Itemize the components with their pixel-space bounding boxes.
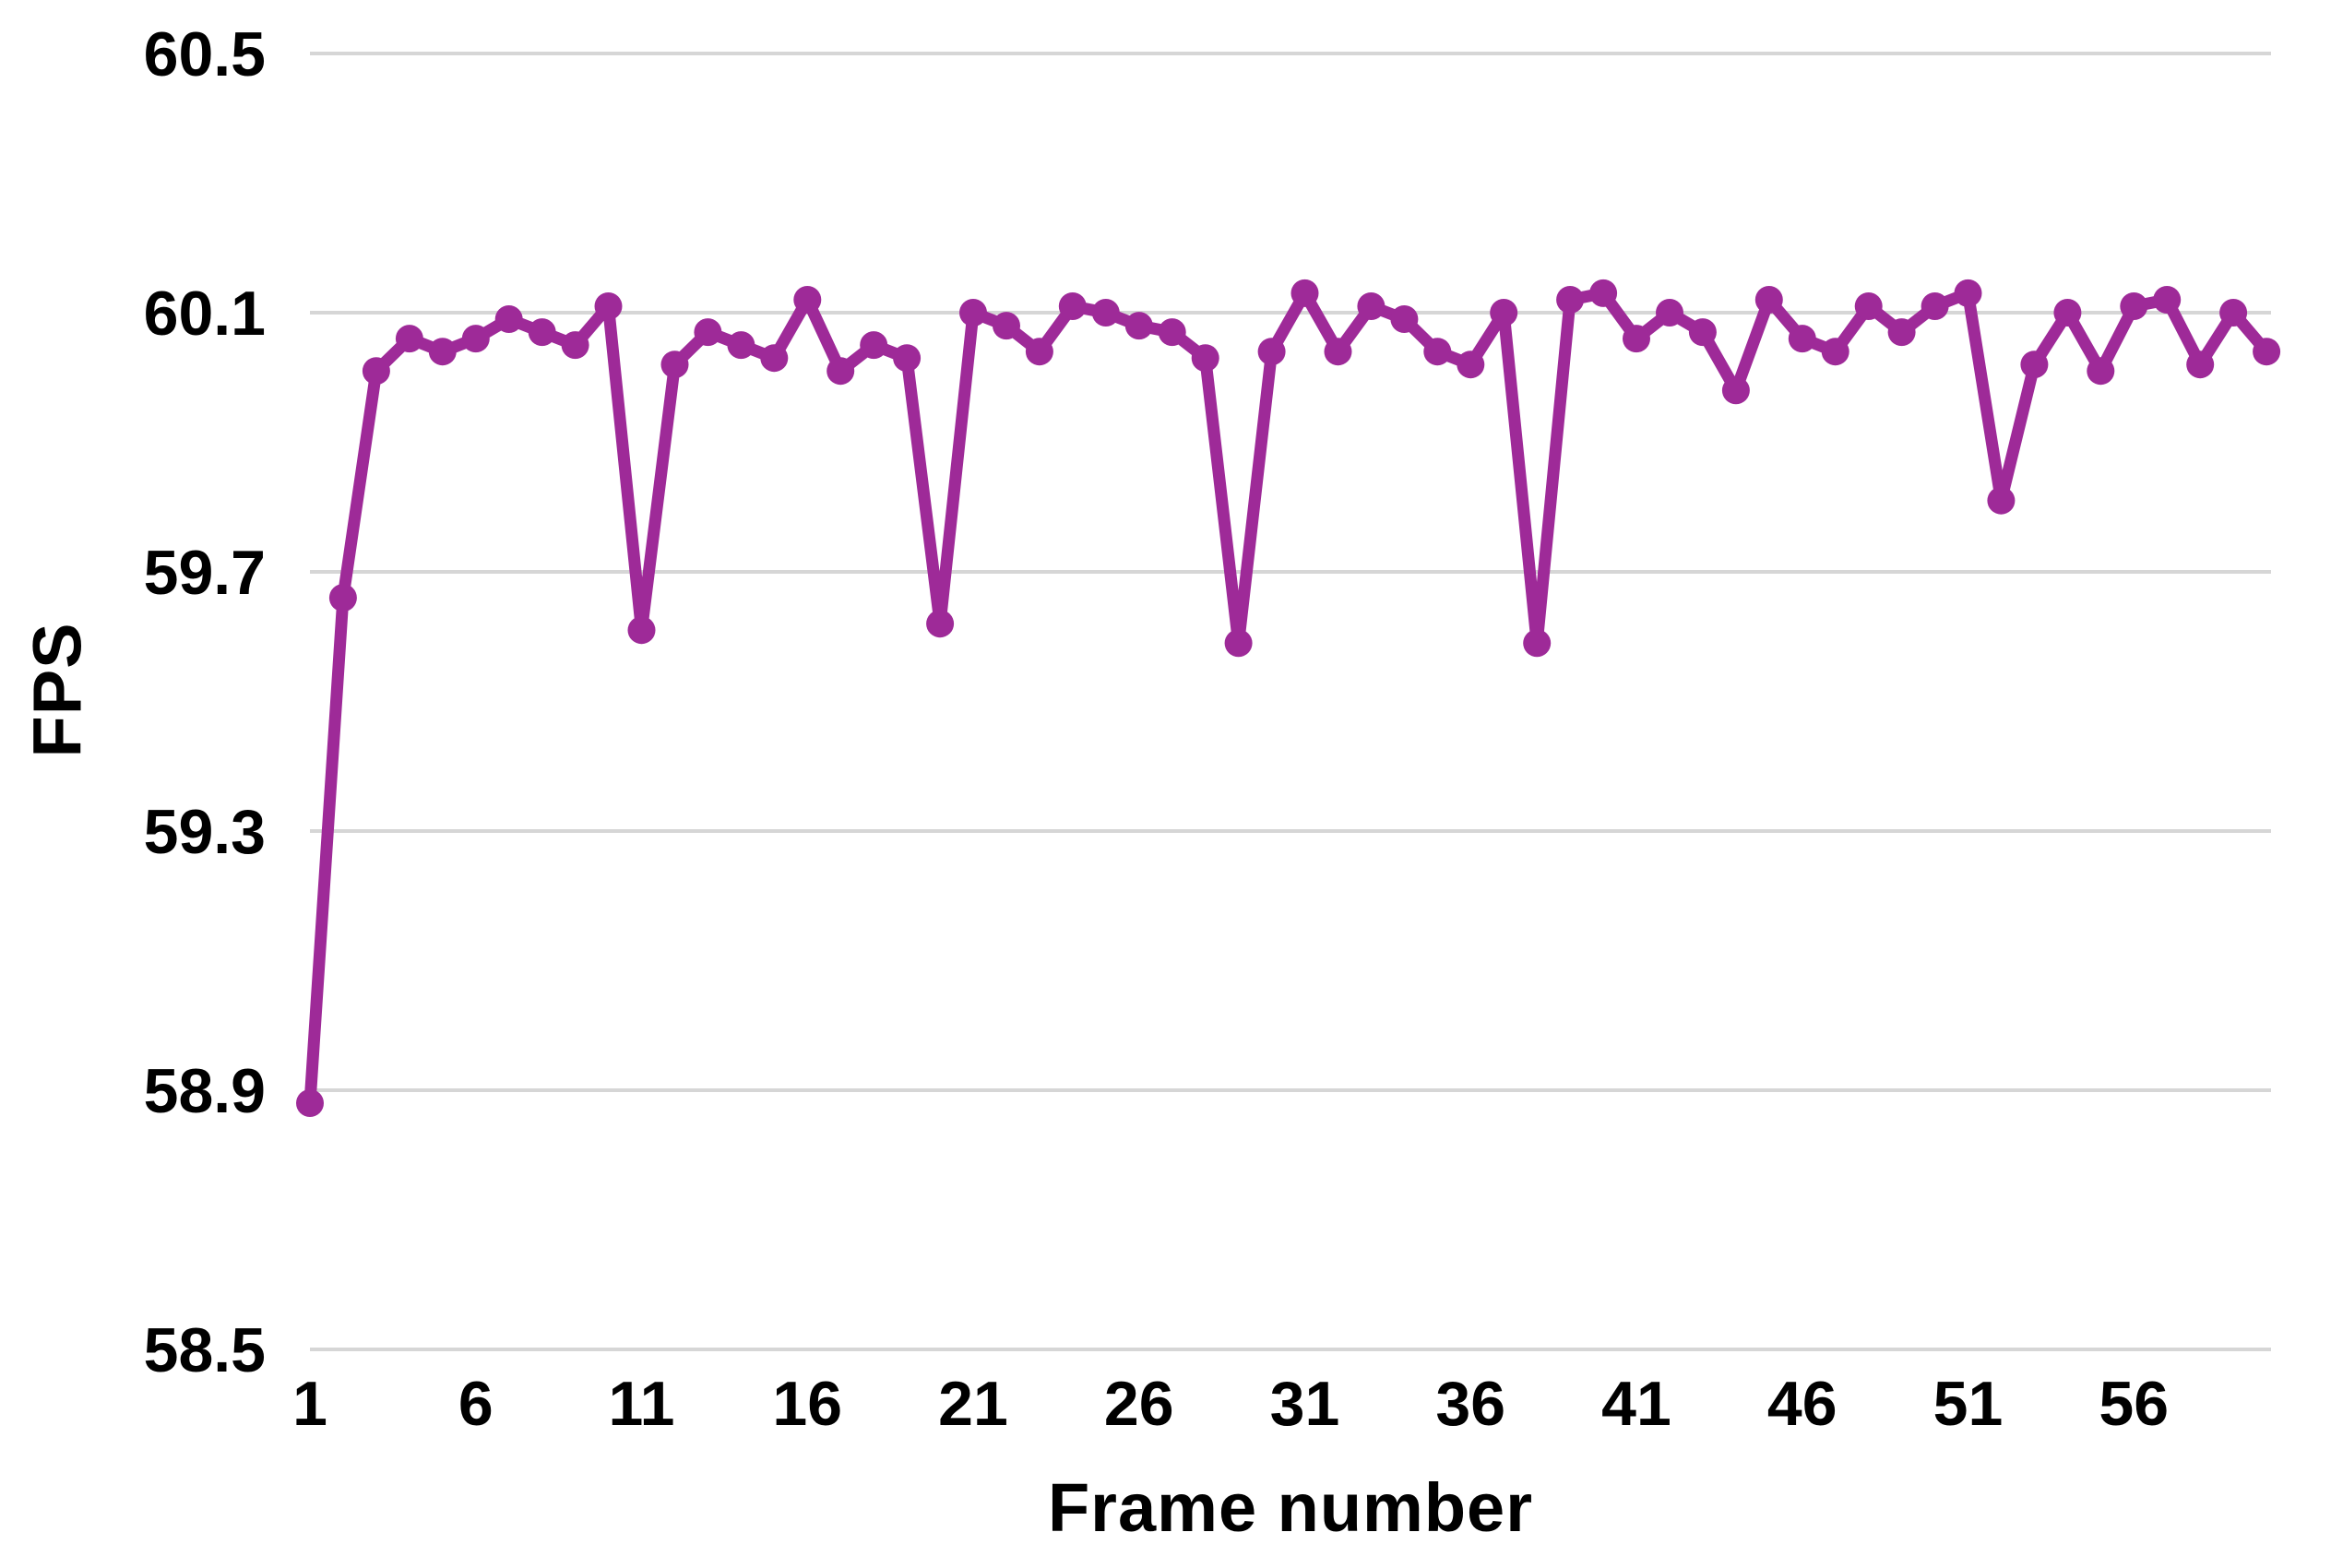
- x-tick-label: 36: [1435, 1369, 1505, 1439]
- data-point-frame-47: [1821, 338, 1849, 366]
- data-point-frame-37: [1490, 299, 1518, 327]
- data-point-frame-30: [1257, 338, 1286, 366]
- data-point-frame-33: [1357, 292, 1386, 320]
- data-point-frame-53: [2020, 350, 2049, 379]
- y-tick-label: 60.5: [144, 19, 266, 89]
- x-tick-label: 1: [292, 1369, 327, 1439]
- data-point-frame-18: [860, 331, 888, 360]
- data-point-frame-26: [1124, 312, 1153, 340]
- data-point-frame-25: [1091, 299, 1120, 327]
- data-point-frame-48: [1854, 292, 1883, 320]
- data-point-frame-12: [660, 350, 689, 379]
- data-point-frame-49: [1887, 318, 1916, 347]
- data-point-frame-15: [760, 344, 789, 373]
- x-tick-label: 41: [1601, 1369, 1671, 1439]
- data-point-frame-21: [959, 299, 987, 327]
- data-point-frame-57: [2153, 286, 2182, 314]
- y-tick-label: 58.9: [144, 1056, 266, 1126]
- data-point-frame-50: [1921, 292, 1949, 320]
- y-tick-label: 59.7: [144, 538, 266, 608]
- data-point-frame-20: [926, 610, 955, 638]
- x-tick-label: 31: [1270, 1369, 1340, 1439]
- y-tick-label: 59.3: [144, 797, 266, 867]
- x-tick-label: 46: [1767, 1369, 1837, 1439]
- data-point-frame-19: [893, 344, 922, 373]
- x-tick-label: 26: [1104, 1369, 1174, 1439]
- data-point-frame-52: [1987, 486, 2016, 515]
- x-tick-label: 6: [458, 1369, 494, 1439]
- data-point-frame-27: [1158, 318, 1186, 347]
- data-point-frame-44: [1721, 376, 1750, 405]
- data-point-frame-10: [594, 292, 623, 320]
- data-point-frame-55: [2087, 357, 2115, 386]
- data-point-frame-1: [296, 1089, 324, 1117]
- data-point-frame-58: [2186, 350, 2215, 379]
- data-point-frame-8: [528, 318, 556, 347]
- data-point-frame-23: [1025, 338, 1053, 366]
- data-point-frame-16: [793, 286, 822, 314]
- x-tick-label: 16: [772, 1369, 842, 1439]
- x-axis-title: Frame number: [1047, 1469, 1534, 1546]
- y-axis-title: FPS: [18, 622, 96, 758]
- data-point-frame-42: [1656, 299, 1683, 327]
- data-point-frame-35: [1423, 338, 1452, 366]
- data-point-frame-36: [1457, 350, 1485, 379]
- data-point-frame-60: [2253, 338, 2281, 366]
- data-point-frame-17: [827, 357, 855, 386]
- data-point-frame-46: [1788, 325, 1816, 353]
- data-point-frame-9: [561, 331, 589, 360]
- data-point-frame-24: [1058, 292, 1087, 320]
- data-point-frame-5: [428, 338, 457, 366]
- x-tick-label: 21: [938, 1369, 1008, 1439]
- data-point-frame-32: [1324, 338, 1352, 366]
- y-tick-label: 60.1: [144, 279, 266, 349]
- data-point-frame-6: [461, 325, 490, 353]
- data-point-frame-13: [694, 318, 722, 347]
- data-point-frame-56: [2120, 292, 2148, 320]
- x-tick-label: 11: [609, 1369, 675, 1439]
- data-point-frame-29: [1224, 629, 1253, 658]
- fps-series-line: [303, 287, 2273, 1110]
- data-point-frame-54: [2053, 299, 2082, 327]
- data-point-frame-45: [1754, 286, 1783, 314]
- data-point-frame-4: [395, 325, 423, 353]
- x-tick-label: 56: [2099, 1369, 2169, 1439]
- data-point-frame-28: [1191, 344, 1219, 373]
- y-tick-label: 58.5: [144, 1315, 266, 1385]
- data-point-frame-43: [1688, 318, 1717, 347]
- x-tick-label: 51: [1933, 1369, 2004, 1439]
- data-point-frame-2: [328, 584, 357, 612]
- data-point-frame-14: [727, 331, 755, 360]
- data-point-frame-7: [494, 305, 523, 333]
- data-point-frame-22: [993, 312, 1020, 340]
- data-point-frame-3: [362, 357, 390, 386]
- data-point-frame-11: [627, 616, 656, 645]
- data-point-frame-38: [1523, 629, 1552, 658]
- data-point-frame-40: [1589, 279, 1618, 307]
- data-point-frame-51: [1954, 279, 1982, 307]
- data-point-frame-39: [1556, 286, 1585, 314]
- data-point-frame-59: [2219, 299, 2248, 327]
- data-point-frame-34: [1390, 305, 1419, 333]
- data-point-frame-41: [1623, 325, 1650, 353]
- data-point-frame-31: [1290, 279, 1319, 307]
